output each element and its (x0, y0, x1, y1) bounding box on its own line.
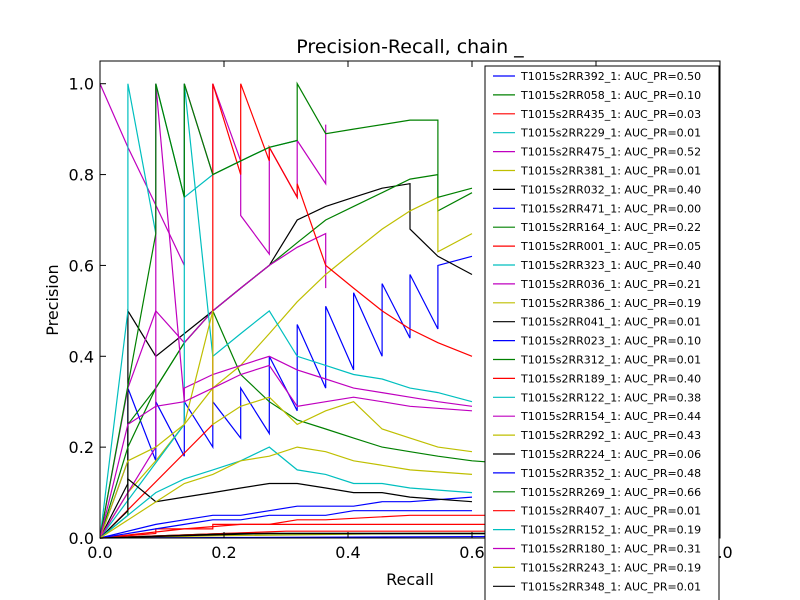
legend-entry-23: T1015s2RR407_1: AUC_PR=0.01 (520, 505, 701, 518)
legend-entry-6: T1015s2RR032_1: AUC_PR=0.40 (520, 183, 701, 196)
chart-title: Precision-Recall, chain _ (296, 36, 524, 58)
legend-entry-20: T1015s2RR224_1: AUC_PR=0.06 (520, 448, 701, 461)
x-tick-label: 0.2 (211, 543, 236, 562)
legend-entry-18: T1015s2RR154_1: AUC_PR=0.44 (520, 410, 701, 423)
series-line-18 (99, 83, 473, 539)
legend-entry-24: T1015s2RR152_1: AUC_PR=0.19 (520, 524, 701, 537)
legend-entry-4: T1015s2RR475_1: AUC_PR=0.52 (520, 146, 701, 159)
legend-entry-13: T1015s2RR041_1: AUC_PR=0.01 (520, 316, 701, 329)
series-line-9 (99, 514, 720, 539)
x-axis-label: Recall (386, 570, 434, 589)
y-tick-label: 0.4 (69, 347, 94, 366)
series-line-0 (99, 255, 473, 539)
legend-entry-2: T1015s2RR435_1: AUC_PR=0.03 (520, 108, 701, 121)
x-tick-label: 0.6 (459, 543, 484, 562)
legend-entry-10: T1015s2RR323_1: AUC_PR=0.40 (520, 259, 701, 272)
y-tick-label: 1.0 (69, 75, 94, 94)
series-line-26 (99, 446, 473, 539)
series-line-8 (99, 173, 473, 539)
x-tick-label: 0.0 (87, 543, 112, 562)
legend-entry-9: T1015s2RR001_1: AUC_PR=0.05 (520, 240, 701, 253)
series-line-14 (99, 496, 473, 539)
series-line-11 (99, 232, 327, 539)
legend-entry-11: T1015s2RR036_1: AUC_PR=0.21 (520, 278, 701, 291)
plot-frame (99, 60, 721, 539)
legend-entry-19: T1015s2RR292_1: AUC_PR=0.43 (520, 429, 701, 442)
legend-entry-8: T1015s2RR164_1: AUC_PR=0.22 (520, 221, 701, 234)
legend-entry-27: T1015s2RR348_1: AUC_PR=0.01 (520, 580, 701, 593)
legend-entry-5: T1015s2RR381_1: AUC_PR=0.01 (520, 165, 701, 178)
legend-entry-17: T1015s2RR122_1: AUC_PR=0.38 (520, 391, 701, 404)
legend-entry-15: T1015s2RR312_1: AUC_PR=0.01 (520, 354, 701, 367)
y-axis-label: Precision (43, 264, 62, 335)
legend-entry-16: T1015s2RR189_1: AUC_PR=0.40 (520, 372, 701, 385)
legend-entry-12: T1015s2RR386_1: AUC_PR=0.19 (520, 297, 701, 310)
y-tick-label: 0.0 (69, 529, 94, 548)
legend-entry-21: T1015s2RR352_1: AUC_PR=0.48 (520, 467, 701, 480)
legend-entry-22: T1015s2RR269_1: AUC_PR=0.66 (520, 486, 701, 499)
series-line-12 (99, 196, 473, 539)
series-line-21 (99, 510, 472, 539)
y-tick-label: 0.8 (69, 166, 94, 185)
y-tick-label: 0.2 (69, 438, 94, 457)
series-line-25 (99, 364, 473, 539)
legend-entry-25: T1015s2RR180_1: AUC_PR=0.31 (520, 543, 701, 556)
series-line-24 (99, 446, 473, 539)
legend-entry-14: T1015s2RR023_1: AUC_PR=0.10 (520, 335, 701, 348)
legend-entry-1: T1015s2RR058_1: AUC_PR=0.10 (520, 89, 701, 102)
x-tick-label: 0.4 (335, 543, 360, 562)
series-line-22 (99, 81, 473, 539)
y-tick-label: 0.6 (69, 256, 94, 275)
series-line-19 (99, 310, 473, 539)
legend-box (484, 65, 720, 600)
legend-entry-26: T1015s2RR243_1: AUC_PR=0.19 (520, 561, 701, 574)
series-line-6 (99, 182, 473, 539)
series-line-1 (99, 309, 721, 539)
legend-entry-3: T1015s2RR229_1: AUC_PR=0.01 (520, 127, 701, 140)
series-layer (99, 81, 721, 539)
legend-entry-0: T1015s2RR392_1: AUC_PR=0.50 (520, 70, 701, 83)
legend-entry-7: T1015s2RR471_1: AUC_PR=0.00 (520, 202, 701, 215)
series-line-20 (99, 477, 473, 539)
legend: T1015s2RR392_1: AUC_PR=0.50 T1015s2RR058_… (484, 65, 720, 600)
series-line-16 (99, 83, 473, 539)
